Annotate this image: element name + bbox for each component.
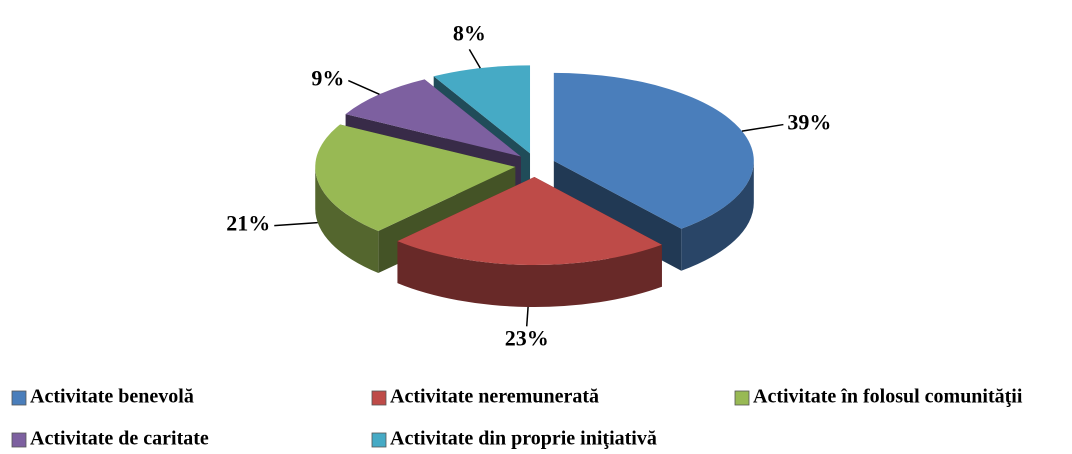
legend-label: Activitate din proprie iniţiativă [390,428,657,450]
legend-label: Activitate în folosul comunităţii [753,386,1023,408]
data-label: 8% [453,20,486,45]
slice-top [397,176,662,265]
legend-label: Activitate benevolă [30,386,194,408]
slice-side [681,160,754,271]
legend-swatch [371,432,387,448]
slice-top [345,79,521,157]
pie-slice [397,176,662,307]
data-label: 23% [505,325,549,350]
leader-line [525,306,529,327]
data-label: 9% [311,66,344,91]
slice-side [315,166,379,274]
slice-side [397,241,662,307]
legend-label: Activitate de caritate [30,428,209,450]
data-label: 39% [787,110,831,135]
slice-top [433,65,531,154]
legend-swatch [11,432,27,448]
slice-top [553,72,754,229]
legend-swatch [11,390,27,406]
leader-line [348,79,380,95]
leader-line [741,123,784,132]
legend-swatch [734,390,750,406]
legend-swatch [371,390,387,406]
slice-top [315,124,516,232]
data-label: 21% [226,211,270,236]
leader-line [468,49,481,69]
leader-line [274,221,318,227]
legend-label: Activitate neremunerată [390,386,599,408]
